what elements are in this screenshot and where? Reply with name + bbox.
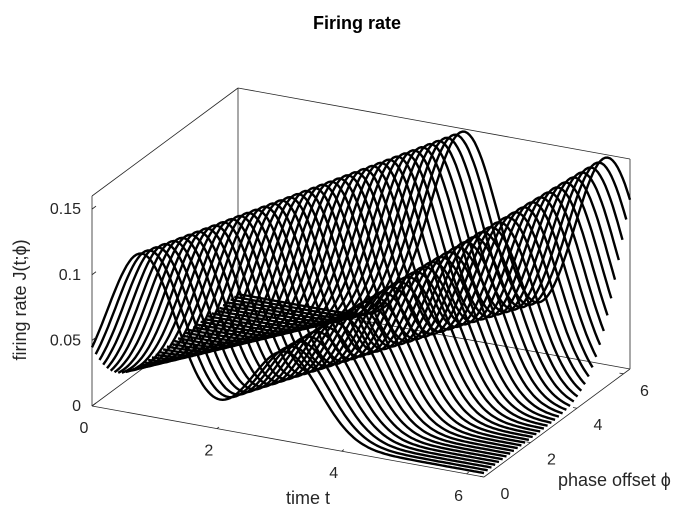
box-edge-floor-right (483, 368, 631, 478)
phase-curve (102, 242, 496, 466)
y-tick-label: 4 (594, 417, 603, 434)
axes-box-front (91, 368, 631, 478)
phase-curve (94, 249, 488, 472)
z-tick-label: 0.05 (50, 332, 81, 349)
phase-curve (177, 180, 571, 407)
box-edge-top-left (91, 87, 239, 197)
phase-curve (166, 189, 560, 418)
z-tick (91, 205, 97, 210)
chart-title: Firing rate (313, 13, 401, 33)
z-tick-label: 0.1 (59, 267, 81, 284)
x-tick (216, 426, 220, 429)
phase-curve (151, 202, 545, 430)
phase-curve (207, 155, 602, 346)
box-edge-top-back (237, 87, 631, 160)
x-tick (466, 471, 469, 475)
x-tick (341, 449, 345, 452)
y-tick (572, 407, 578, 409)
phase-curve (90, 252, 485, 475)
tick-labels: 0 2 4 6 0 2 4 6 0 0.05 0.1 0.15 (50, 201, 649, 505)
z-tick (91, 271, 97, 276)
x-tick-label: 2 (204, 443, 213, 460)
y-tick (479, 475, 485, 478)
z-axis-label: firing rate J(t;ϕ) (10, 239, 30, 360)
x-axis-label: time t (286, 488, 330, 508)
z-tick-label: 0 (72, 398, 81, 415)
box-edge-floor-front (91, 405, 485, 478)
phase-curve (237, 130, 632, 316)
y-tick-label: 2 (547, 452, 556, 469)
x-tick-label: 0 (80, 420, 89, 437)
y-tick-label: 6 (640, 383, 649, 400)
series-curves (90, 130, 632, 475)
x-tick-label: 6 (454, 488, 463, 505)
z-tick (91, 402, 97, 407)
y-axis-label: phase offset ϕ (558, 470, 671, 490)
y-tick (619, 372, 624, 375)
y-tick-label: 0 (501, 486, 510, 503)
x-tick-label: 4 (329, 465, 338, 482)
z-tick-label: 0.15 (50, 201, 81, 218)
y-tick (526, 441, 531, 443)
axis-ticks (91, 205, 624, 478)
z-tick (91, 337, 97, 341)
phase-curve (98, 246, 492, 469)
